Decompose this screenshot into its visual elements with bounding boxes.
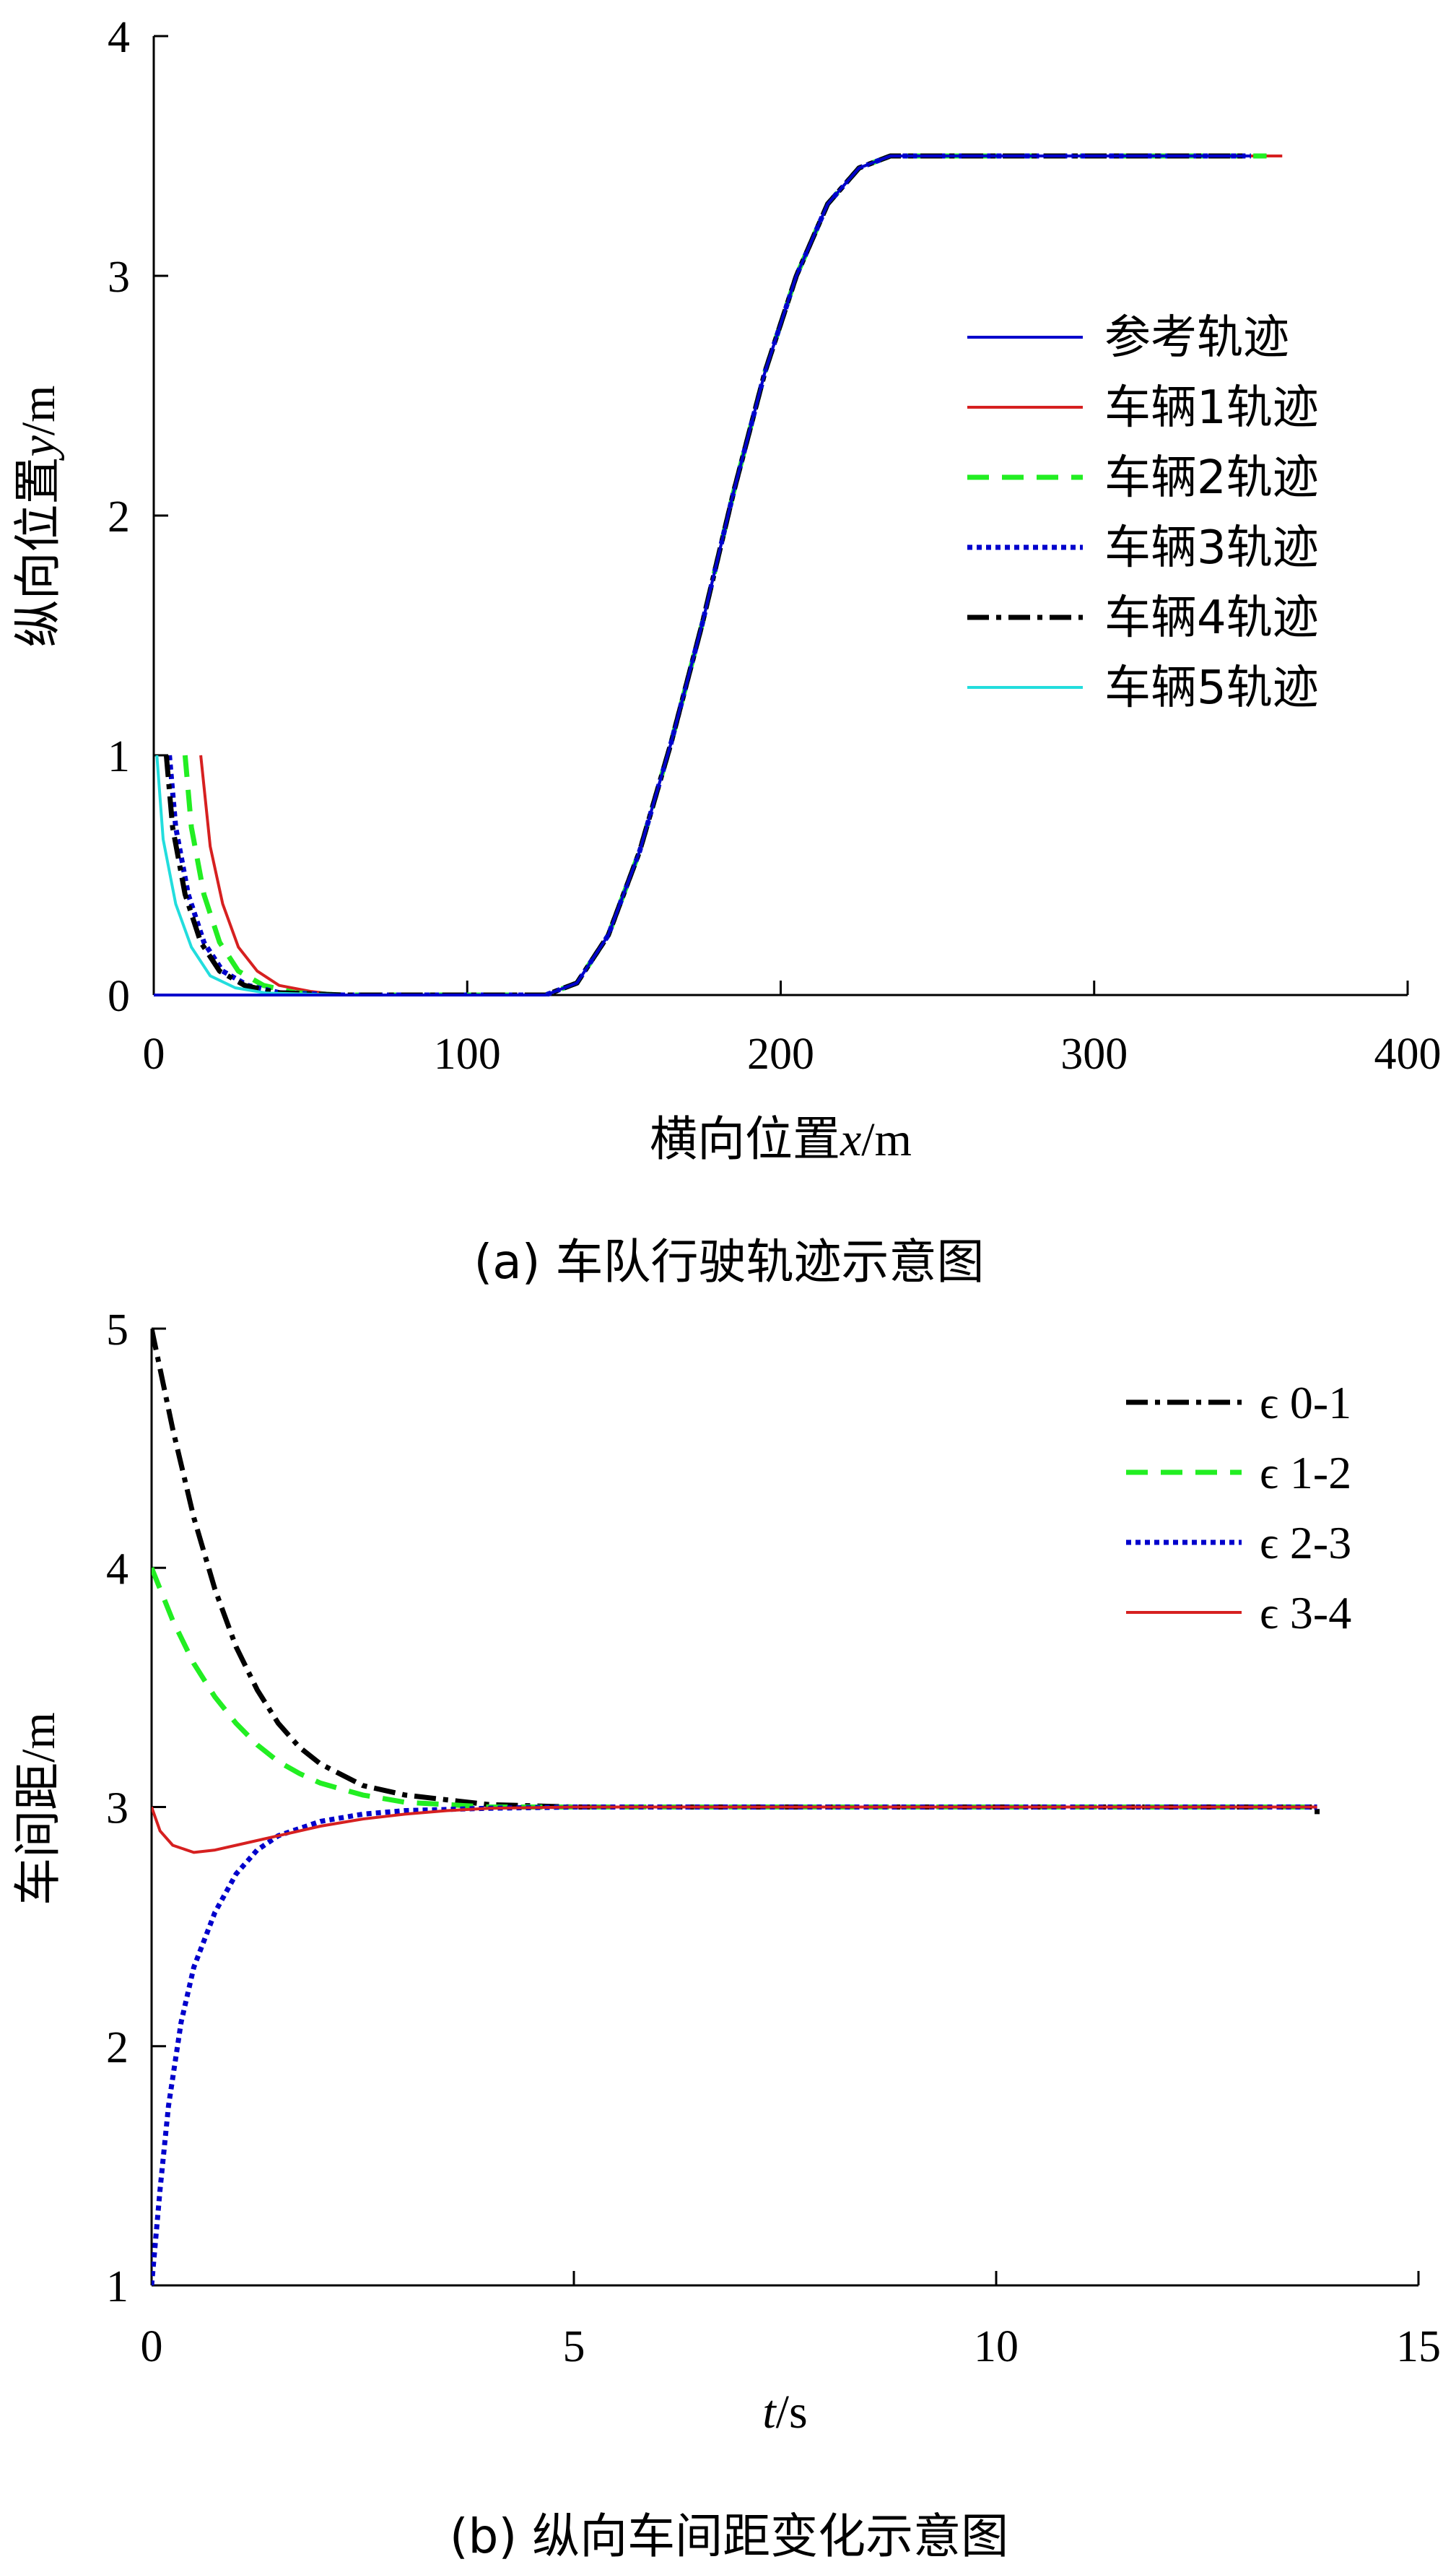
series-group — [152, 1328, 1320, 2286]
spacing-chart: 0 5 10 15 1 2 3 4 5 t/s 车间距/m ϵ 0-1 ϵ 1-2 ϵ 2-3 ϵ 3-4 — [10, 1306, 1441, 2438]
x-tick-label: 10 — [974, 2322, 1019, 2371]
caption-a: (a) 车队行驶轨迹示意图 — [474, 1234, 985, 1290]
y-axis-label: 纵向位置y/m — [10, 386, 66, 648]
y-tick-label: 4 — [106, 1545, 128, 1594]
legend-label: ϵ 0-1 — [1260, 1377, 1351, 1428]
series-line — [199, 155, 1283, 996]
y-tick-label: 2 — [106, 2023, 128, 2072]
x-tick-label: 15 — [1396, 2322, 1441, 2371]
legend-label: 车辆3轨迹 — [1104, 521, 1319, 575]
legend: ϵ 0-1 ϵ 1-2 ϵ 2-3 ϵ 3-4 — [1126, 1377, 1351, 1638]
series-line — [152, 1328, 1320, 1815]
series-line — [154, 155, 1251, 996]
x-axis-label: t/s — [762, 2386, 807, 2438]
trajectory-chart: 0 100 200 300 400 0 1 2 3 4 横向位置x/m 纵向位置y/m 参考轨迹车辆1轨… — [10, 13, 1442, 1167]
legend-label: ϵ 2-3 — [1260, 1517, 1351, 1568]
legend-label: 车辆1轨迹 — [1104, 381, 1319, 435]
series-line — [152, 1804, 1317, 2286]
series-line — [152, 1566, 1317, 1810]
legend-label: 车辆5轨迹 — [1104, 661, 1319, 715]
y-tick-label: 4 — [108, 13, 130, 62]
x-tick-label: 200 — [747, 1030, 814, 1079]
legend-label: ϵ 1-2 — [1260, 1447, 1351, 1498]
x-tick-label: 400 — [1374, 1030, 1442, 1079]
x-tick-label: 100 — [434, 1030, 501, 1079]
y-tick-label: 1 — [108, 732, 130, 781]
x-tick-label: 5 — [563, 2322, 585, 2371]
y-tick-label: 0 — [108, 972, 130, 1021]
series-line — [167, 153, 1251, 996]
x-tick-label: 0 — [141, 2322, 163, 2371]
y-tick-label: 5 — [106, 1306, 128, 1355]
series-line — [163, 153, 1245, 996]
series-group — [154, 153, 1283, 996]
y-tick-label: 3 — [108, 253, 130, 302]
series-line — [155, 155, 1242, 996]
caption-b: (b) 纵向车间距变化示意图 — [450, 2509, 1008, 2564]
y-tick-label: 3 — [106, 1784, 128, 1833]
x-axis-label: 横向位置x/m — [650, 1111, 912, 1167]
series-line — [182, 153, 1267, 996]
x-tick-label: 0 — [143, 1030, 165, 1079]
y-axis-label: 车间距/m — [10, 1712, 66, 1906]
x-tick-label: 300 — [1060, 1030, 1128, 1079]
legend-label: 车辆4轨迹 — [1104, 591, 1319, 645]
series-line — [152, 1805, 1317, 1854]
legend-label: 参考轨迹 — [1104, 311, 1289, 365]
y-tick-label: 1 — [106, 2262, 128, 2311]
y-tick-label: 2 — [108, 492, 130, 542]
legend-label: ϵ 3-4 — [1260, 1587, 1351, 1638]
legend-label: 车辆2轨迹 — [1104, 451, 1319, 505]
